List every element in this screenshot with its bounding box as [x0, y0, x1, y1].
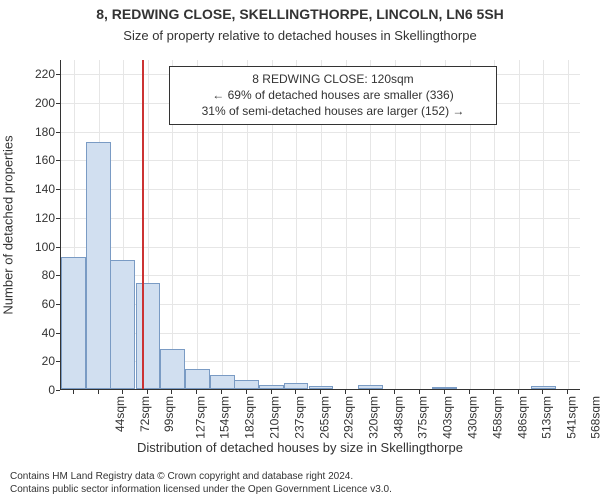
y-tick-label: 180	[0, 125, 55, 139]
histogram-bar	[531, 386, 556, 389]
y-tick-mark	[56, 189, 60, 190]
x-tick-mark	[444, 390, 445, 394]
x-tick-mark	[394, 390, 395, 394]
gridline-v	[568, 60, 569, 389]
histogram-bar	[61, 257, 86, 389]
x-tick-mark	[196, 390, 197, 394]
annotation-line2: ← 69% of detached houses are smaller (33…	[178, 87, 488, 103]
annotation-box: 8 REDWING CLOSE: 120sqm← 69% of detached…	[169, 66, 497, 125]
histogram-bar	[185, 369, 210, 389]
x-tick-mark	[469, 390, 470, 394]
x-tick-mark	[320, 390, 321, 394]
y-tick-label: 80	[0, 268, 55, 282]
histogram-bar	[284, 383, 309, 389]
plot-area: 8 REDWING CLOSE: 120sqm← 69% of detached…	[60, 60, 580, 390]
footer-attribution: Contains HM Land Registry data © Crown c…	[10, 470, 590, 496]
histogram-bar	[259, 385, 284, 389]
x-tick-mark	[271, 390, 272, 394]
y-tick-mark	[56, 132, 60, 133]
gridline-v	[519, 60, 520, 389]
annotation-line1: 8 REDWING CLOSE: 120sqm	[178, 71, 488, 87]
x-tick-mark	[295, 390, 296, 394]
y-tick-label: 60	[0, 297, 55, 311]
histogram-bar	[432, 387, 457, 389]
x-tick-mark	[147, 390, 148, 394]
x-tick-mark	[171, 390, 172, 394]
x-tick-mark	[98, 390, 99, 394]
x-tick-mark	[369, 390, 370, 394]
y-tick-mark	[56, 275, 60, 276]
x-tick-label: 568sqm	[589, 396, 600, 439]
y-tick-mark	[56, 247, 60, 248]
y-tick-label: 200	[0, 96, 55, 110]
histogram-bar	[86, 142, 111, 389]
marker-line	[142, 60, 144, 389]
x-tick-mark	[122, 390, 123, 394]
y-tick-label: 220	[0, 67, 55, 81]
x-axis-label: Distribution of detached houses by size …	[0, 440, 600, 455]
y-tick-label: 160	[0, 153, 55, 167]
y-tick-label: 100	[0, 240, 55, 254]
footer-line2: Contains public sector information licen…	[10, 483, 590, 496]
y-tick-label: 20	[0, 354, 55, 368]
y-tick-mark	[56, 390, 60, 391]
footer-line1: Contains HM Land Registry data © Crown c…	[10, 470, 590, 483]
x-tick-mark	[246, 390, 247, 394]
y-tick-label: 40	[0, 326, 55, 340]
gridline-v	[543, 60, 544, 389]
y-tick-mark	[56, 160, 60, 161]
y-tick-mark	[56, 103, 60, 104]
x-tick-mark	[221, 390, 222, 394]
x-tick-mark	[542, 390, 543, 394]
y-tick-mark	[56, 74, 60, 75]
annotation-line3: 31% of semi-detached houses are larger (…	[178, 103, 488, 119]
y-tick-label: 140	[0, 182, 55, 196]
x-tick-mark	[567, 390, 568, 394]
chart-container: 8, REDWING CLOSE, SKELLINGTHORPE, LINCOL…	[0, 0, 600, 500]
chart-subtitle: Size of property relative to detached ho…	[0, 28, 600, 43]
histogram-bar	[358, 385, 383, 389]
x-tick-mark	[345, 390, 346, 394]
y-tick-mark	[56, 304, 60, 305]
y-tick-label: 120	[0, 211, 55, 225]
chart-title: 8, REDWING CLOSE, SKELLINGTHORPE, LINCOL…	[0, 6, 600, 22]
x-tick-mark	[493, 390, 494, 394]
y-tick-label: 0	[0, 383, 55, 397]
histogram-bar	[160, 349, 185, 389]
histogram-bar	[234, 380, 259, 389]
x-tick-mark	[73, 390, 74, 394]
x-tick-mark	[518, 390, 519, 394]
histogram-bar	[110, 260, 135, 389]
y-tick-mark	[56, 333, 60, 334]
histogram-bar	[309, 386, 334, 389]
histogram-bar	[136, 283, 161, 389]
y-tick-mark	[56, 218, 60, 219]
y-tick-mark	[56, 361, 60, 362]
x-tick-mark	[419, 390, 420, 394]
histogram-bar	[210, 375, 235, 389]
